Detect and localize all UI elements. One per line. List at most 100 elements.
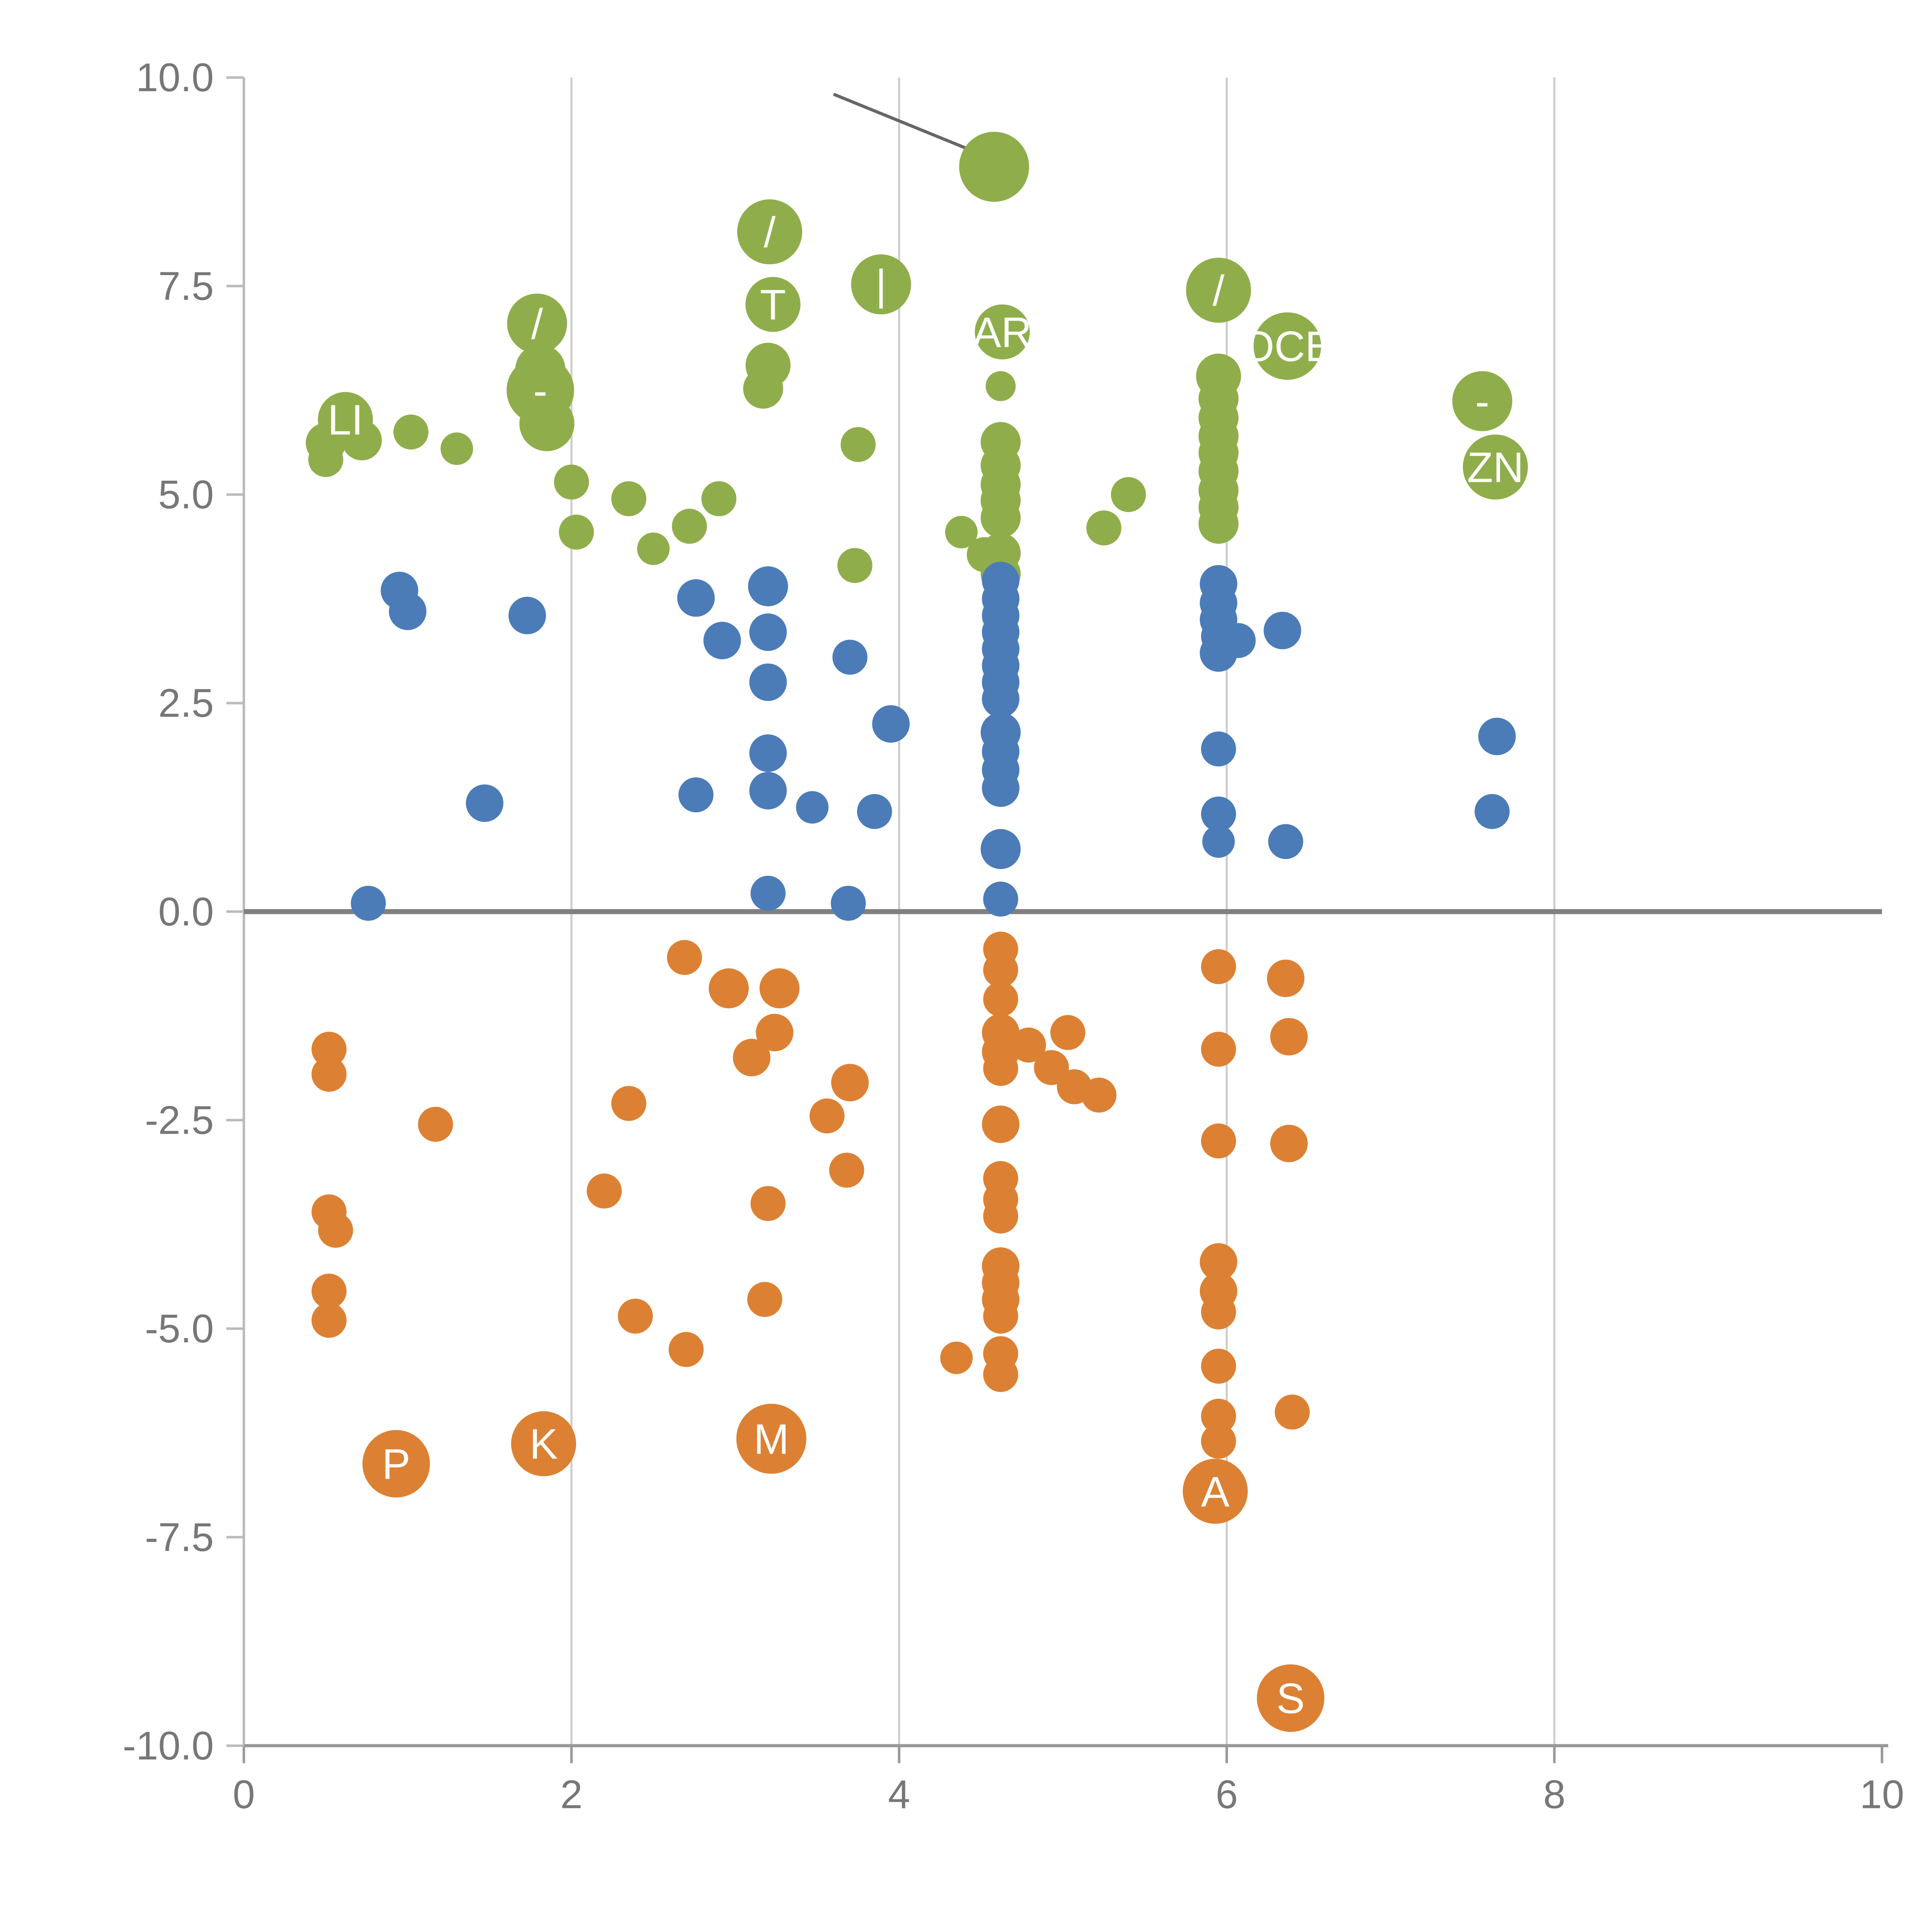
data-point-blue [749, 613, 787, 651]
data-point-orange [829, 1153, 864, 1188]
data-point-green [519, 396, 575, 451]
data-point-blue [1268, 824, 1303, 859]
data-point-orange [940, 1341, 973, 1374]
data-point-orange [709, 968, 749, 1009]
data-point-green [1186, 257, 1251, 323]
x-tick-label: 2 [560, 1772, 583, 1817]
data-point-blue [749, 772, 787, 810]
data-point-blue [983, 881, 1019, 917]
data-point-green [985, 371, 1016, 401]
data-point-green [637, 532, 670, 565]
point-label: OCE [1241, 323, 1333, 371]
point-label: A [1201, 1468, 1230, 1515]
data-point-orange [1201, 1294, 1236, 1330]
data-point-orange [1275, 1395, 1310, 1430]
data-point-orange [810, 1098, 845, 1134]
data-point-blue [832, 639, 867, 675]
data-point-blue [982, 680, 1020, 718]
point-label: - [1475, 378, 1490, 425]
point-label: - [533, 367, 548, 415]
data-point-green [393, 414, 429, 450]
data-point-blue [1202, 825, 1235, 858]
data-point-orange [1201, 1398, 1236, 1434]
data-point-green [980, 498, 1021, 538]
data-point-green [308, 442, 344, 477]
y-tick-label: -10.0 [122, 1723, 214, 1768]
data-point-green [1086, 510, 1122, 546]
data-point-orange [736, 1403, 806, 1474]
data-point-blue [350, 886, 386, 921]
data-point-blue [982, 769, 1020, 807]
data-point-orange [1270, 1018, 1308, 1056]
x-tick-label: 8 [1543, 1772, 1566, 1817]
data-point-blue [748, 566, 788, 607]
data-point-orange [1257, 1664, 1325, 1732]
data-point-orange [750, 1186, 786, 1221]
data-point-blue [677, 579, 715, 617]
data-point-orange [983, 952, 1019, 988]
y-tick-label: 0.0 [158, 889, 214, 934]
data-point-green [342, 420, 382, 461]
data-point-green [440, 432, 473, 465]
data-point-blue [872, 705, 910, 743]
data-point-blue [796, 791, 829, 824]
data-point-orange [362, 1430, 430, 1498]
point-label: | [876, 261, 887, 309]
data-point-blue [749, 663, 787, 701]
data-point-blue [980, 829, 1021, 869]
point-label: AR [973, 309, 1032, 356]
data-point-blue [678, 777, 714, 813]
data-point-blue [750, 876, 786, 911]
data-point-green [840, 427, 876, 462]
data-point-blue [1264, 612, 1301, 650]
y-tick-label: -5.0 [145, 1306, 214, 1351]
data-point-orange [418, 1107, 453, 1142]
data-point-orange [1267, 959, 1304, 997]
data-point-orange [1200, 1243, 1238, 1281]
data-point-orange [1011, 1027, 1046, 1063]
data-point-orange [1081, 1077, 1117, 1113]
data-point-orange [318, 1213, 353, 1248]
data-point-blue [1475, 794, 1510, 829]
data-point-blue [466, 784, 503, 822]
data-point-orange [1201, 1349, 1236, 1384]
point-label: P [382, 1440, 410, 1488]
data-point-green [611, 481, 646, 517]
point-label: S [1276, 1675, 1304, 1723]
data-point-green [851, 254, 911, 315]
data-point-orange [311, 1032, 347, 1067]
data-point-orange [982, 1105, 1020, 1143]
data-point-orange [831, 1064, 869, 1102]
point-label: T [760, 281, 786, 329]
x-tick-label: 0 [233, 1772, 255, 1817]
x-tick-label: 4 [888, 1772, 910, 1817]
data-point-green [1198, 503, 1239, 544]
data-point-green [745, 277, 801, 332]
data-point-orange [1050, 1015, 1085, 1050]
data-point-green [945, 516, 978, 549]
data-point-orange [983, 1357, 1019, 1392]
data-point-blue [1478, 718, 1516, 755]
data-point-orange [667, 940, 702, 975]
y-tick-label: -7.5 [145, 1515, 214, 1560]
data-point-orange [1201, 1123, 1236, 1159]
data-point-orange [617, 1298, 653, 1334]
x-tick-label: 6 [1216, 1772, 1238, 1817]
point-label: / [764, 209, 776, 256]
data-point-green [507, 293, 567, 354]
data-point-green [737, 199, 803, 265]
data-point-green [1452, 371, 1512, 431]
data-point-orange [1270, 1124, 1308, 1162]
data-point-orange [1034, 1050, 1069, 1085]
point-label: ZN [1467, 444, 1524, 492]
y-tick-label: 10.0 [136, 55, 214, 100]
point-label: / [531, 300, 543, 348]
y-tick-label: -2.5 [145, 1097, 214, 1142]
data-point-blue [749, 734, 787, 772]
point-label: LI [328, 396, 363, 444]
data-point-orange [733, 1039, 770, 1077]
data-point-orange [587, 1173, 622, 1209]
data-point-orange [1201, 949, 1236, 984]
data-point-green [554, 464, 589, 500]
